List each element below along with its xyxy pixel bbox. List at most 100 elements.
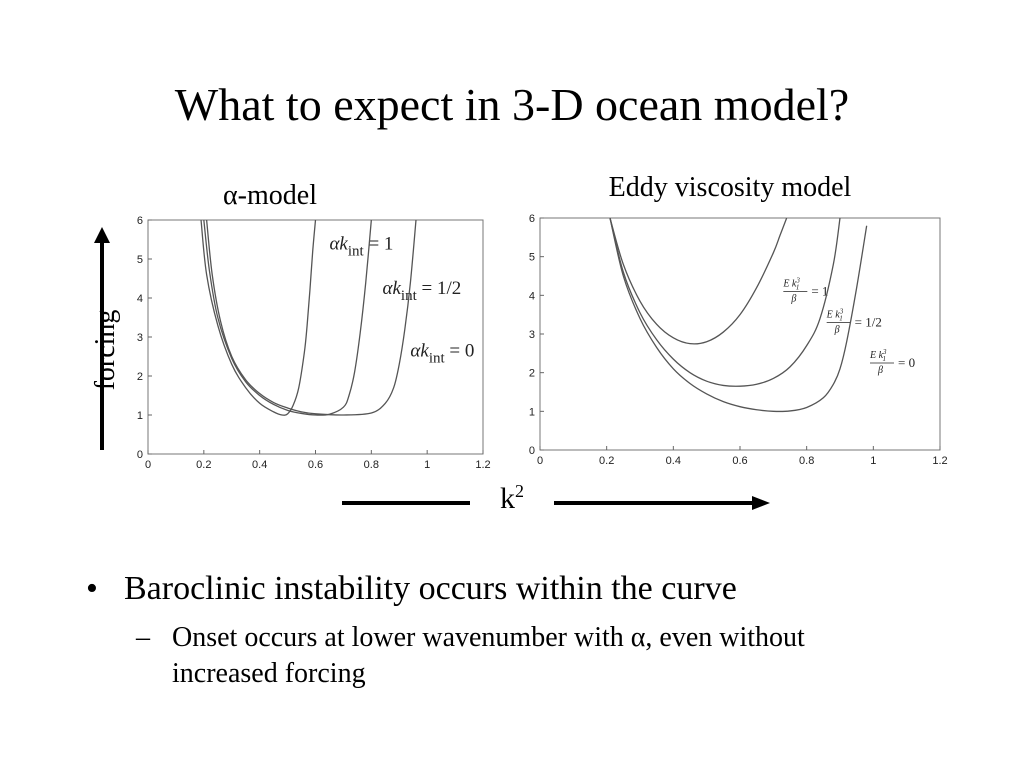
y-tick-label: 6 [529,213,535,225]
x-tick-label: 0.6 [732,455,747,467]
sub-bullet-item: – Onset occurs at lower wavenumber with α… [136,620,896,692]
y-tick-label: 0 [137,449,143,461]
x-tick-label: 0.8 [799,455,814,467]
plot-frame [539,217,941,451]
y-tick-label: 4 [529,290,535,302]
y-tick: 2 [529,368,544,380]
sub-bullet-dash: – [136,622,150,653]
y-tick: 5 [529,252,544,264]
series-label-suffix: = 0 [445,341,475,362]
x-tick: 0 [145,450,151,471]
y-tick-label: 5 [137,254,143,266]
plot-frame [147,219,484,455]
y-tick-label: 1 [529,406,535,418]
series-label-num-sub: 1 [883,355,887,363]
y-tick: 2 [137,371,152,383]
x-tick: 1.2 [932,446,948,467]
y-tick: 1 [137,410,152,422]
series-label-num-sub: 1 [796,283,800,291]
x-tick: 1.2 [475,450,491,471]
x-tick: 0.2 [196,450,211,471]
k2-label-base: k [500,482,515,515]
series-line [200,220,317,416]
series-label-prefix: αk [329,233,348,254]
slide-title: What to expect in 3-D ocean model? [174,79,850,130]
y-tick: 5 [137,254,152,266]
y-tick: 4 [529,290,544,302]
y-tick-label: 4 [137,293,143,305]
series-label-num: E k3 1 [782,276,800,291]
series-line [609,218,868,413]
bullet-item: • Baroclinic instability occurs within th… [86,570,737,608]
y-tick: 0 [137,449,152,461]
series-line [609,218,841,387]
forcing-label: forcing [90,309,121,391]
series-label-0: αkint = 1 [329,233,393,259]
series-label-prefix: αk [383,278,402,299]
y-tick: 6 [529,213,544,225]
sub-bullet-text: Onset occurs at lower wavenumber with α,… [172,622,805,689]
series-label-rhs: = 1/2 [855,314,882,329]
series-label-den: β [790,293,796,304]
x-tick: 0.4 [666,446,681,467]
series-label-num: E k3 1 [869,348,887,363]
y-tick-label: 2 [529,368,535,380]
x-tick: 0.8 [799,446,814,467]
y-tick-label: 3 [137,332,143,344]
k2-arrowhead-icon [752,496,770,510]
y-tick-label: 0 [529,445,535,457]
k2-label-sup: 2 [515,481,524,501]
series-line [203,220,372,416]
bullet-text: Baroclinic instability occurs within the… [124,570,737,607]
y-tick-label: 3 [529,329,535,341]
x-tick-label: 0.6 [308,459,323,471]
y-tick: 4 [137,293,152,305]
series-line [205,220,417,416]
x-tick-label: 0 [145,459,151,471]
series-label-2: E k3 1β= 0 [869,348,915,376]
k2-label: k2 [482,482,542,516]
x-tick: 0.2 [599,446,614,467]
y-tick-label: 5 [529,252,535,264]
y-tick: 0 [529,445,544,457]
y-tick: 6 [137,215,152,227]
x-tick-label: 0.2 [196,459,211,471]
series-label-0: E k3 1β= 1 [782,276,828,304]
x-tick-label: 0.4 [252,459,267,471]
alpha-model-chart: 0 0.2 0.4 0.6 0.8 1 1.2 0 1 2 3 4 5 6 αkint = 1 αkint =… [137,215,491,471]
x-tick: 0.8 [364,450,379,471]
series-label-suffix: = 1 [364,233,394,254]
y-tick: 3 [137,332,152,344]
y-tick-label: 2 [137,371,143,383]
x-tick-label: 1.2 [932,455,947,467]
y-tick: 1 [529,406,544,418]
series-label-num: E k3 1 [826,307,844,322]
x-tick: 0 [537,446,543,467]
series-label-suffix: = 1/2 [417,278,462,299]
series-label-1: αkint = 1/2 [383,278,462,304]
series-label-num-base: E k [869,350,884,361]
series-label-num-sup: 3 [795,276,800,284]
bullet-dot: • [86,570,98,607]
x-tick-label: 1 [424,459,430,471]
series-line [609,218,788,345]
k2-arrow [342,496,770,510]
series-label-2: αkint = 0 [410,341,474,367]
x-tick-label: 1 [870,455,876,467]
x-tick-label: 0.4 [666,455,681,467]
series-label-num-sup: 3 [839,307,844,315]
x-tick-label: 0 [537,455,543,467]
series-label-num-base: E k [782,278,797,289]
y-tick-label: 1 [137,410,143,422]
y-tick: 3 [529,329,544,341]
forcing-arrow [94,227,110,450]
x-tick: 0.4 [252,450,267,471]
series-label-num-sub: 1 [839,314,843,322]
x-tick-label: 1.2 [475,459,490,471]
x-tick-label: 0.8 [364,459,379,471]
series-label-rhs: = 1 [811,283,828,298]
x-tick: 1 [424,450,430,471]
forcing-arrowhead-icon [94,227,110,243]
series-label-num-base: E k [826,309,841,320]
